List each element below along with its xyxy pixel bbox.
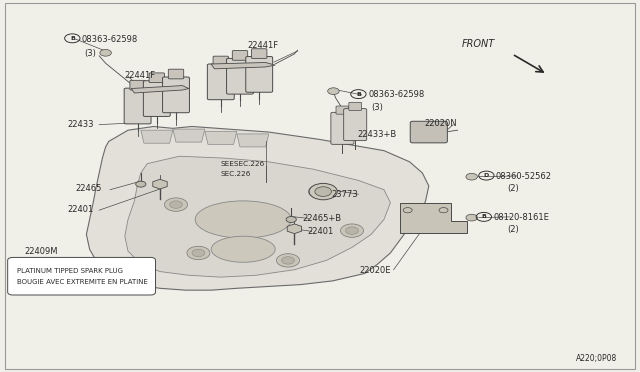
Circle shape [466,173,477,180]
Polygon shape [211,62,275,69]
Circle shape [308,185,332,198]
Ellipse shape [211,236,275,262]
Text: BOUGIE AVEC EXTREMITE EN PLATINE: BOUGIE AVEC EXTREMITE EN PLATINE [17,279,148,285]
Polygon shape [237,134,269,147]
Text: SEC.226: SEC.226 [221,171,251,177]
FancyBboxPatch shape [246,57,273,92]
Text: 08120-8161E: 08120-8161E [493,213,549,222]
Text: 22433: 22433 [67,120,93,129]
Text: 08363-62598: 08363-62598 [82,35,138,44]
FancyBboxPatch shape [410,121,447,143]
Circle shape [315,187,332,196]
Circle shape [100,49,111,56]
Text: 08360-52562: 08360-52562 [496,172,552,181]
Circle shape [314,188,326,195]
Text: (2): (2) [508,185,519,193]
Circle shape [164,198,188,211]
FancyBboxPatch shape [207,64,234,100]
Text: 22409M: 22409M [24,247,58,256]
FancyBboxPatch shape [331,112,354,144]
Text: (3): (3) [84,49,97,58]
Polygon shape [205,131,237,144]
Text: 22465: 22465 [76,185,102,193]
FancyBboxPatch shape [349,102,362,110]
Text: B: B [356,92,361,97]
Circle shape [192,249,205,257]
Circle shape [170,201,182,208]
Text: A220;0P08: A220;0P08 [577,354,618,363]
Circle shape [346,227,358,234]
Text: B: B [481,214,486,219]
Text: (2): (2) [508,225,519,234]
Text: PLATINUM TIPPED SPARK PLUG: PLATINUM TIPPED SPARK PLUG [17,267,124,273]
FancyBboxPatch shape [213,56,228,66]
Circle shape [286,217,296,222]
Text: 22433+B: 22433+B [357,130,396,139]
Circle shape [466,214,477,221]
Text: 08363-62598: 08363-62598 [369,90,425,99]
Circle shape [282,257,294,264]
FancyBboxPatch shape [124,88,151,124]
FancyBboxPatch shape [252,49,267,58]
FancyBboxPatch shape [232,51,248,60]
Text: (3): (3) [371,103,383,112]
Text: FRONT: FRONT [462,39,495,48]
Text: B: B [70,36,75,41]
Circle shape [309,183,337,200]
Circle shape [328,88,339,94]
Circle shape [340,224,364,237]
Ellipse shape [195,201,291,238]
Text: 22441F: 22441F [125,71,156,80]
Text: 22401: 22401 [307,227,333,236]
Polygon shape [400,203,467,232]
Text: 22465+B: 22465+B [303,214,342,223]
Text: SEESEC.226: SEESEC.226 [221,161,265,167]
FancyBboxPatch shape [168,69,184,79]
Text: 22441F: 22441F [248,41,279,50]
Circle shape [276,254,300,267]
Polygon shape [131,86,189,93]
Text: D: D [484,173,489,178]
FancyBboxPatch shape [227,58,253,94]
Text: 22020E: 22020E [360,266,391,275]
Polygon shape [173,129,205,142]
FancyBboxPatch shape [130,80,145,90]
Text: 23773: 23773 [332,190,358,199]
FancyBboxPatch shape [344,109,367,141]
Polygon shape [141,130,173,143]
Polygon shape [125,156,390,277]
FancyBboxPatch shape [149,73,164,83]
Circle shape [136,181,146,187]
Circle shape [187,246,210,260]
FancyBboxPatch shape [336,106,349,114]
FancyBboxPatch shape [8,257,156,295]
Text: 22020N: 22020N [424,119,457,128]
Polygon shape [86,126,429,290]
Text: 22401: 22401 [67,205,93,214]
FancyBboxPatch shape [143,81,170,116]
FancyBboxPatch shape [163,77,189,113]
